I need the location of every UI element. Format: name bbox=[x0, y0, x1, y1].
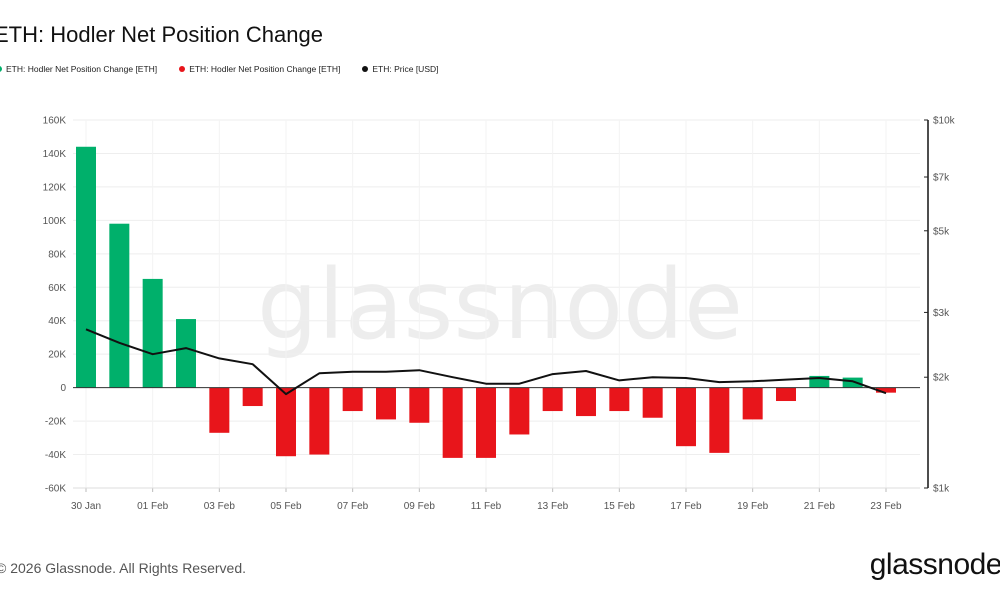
y-left-tick-label: -40K bbox=[45, 450, 66, 461]
y-left-tick-label: 160K bbox=[43, 116, 67, 127]
bar-23-feb[interactable] bbox=[876, 387, 896, 393]
bar-18-feb[interactable] bbox=[709, 387, 730, 453]
bar-19-feb[interactable] bbox=[742, 387, 763, 420]
y-left-tick-label: 80K bbox=[48, 249, 66, 260]
y-left-tick-label: 60K bbox=[48, 283, 66, 294]
bar-30-jan[interactable] bbox=[76, 146, 96, 388]
bar-02-feb[interactable] bbox=[176, 319, 196, 388]
x-tick-label: 23 Feb bbox=[870, 501, 902, 512]
chart-legend: ETH: Hodler Net Position Change [ETH] ET… bbox=[0, 64, 439, 74]
bar-10-feb[interactable] bbox=[442, 387, 463, 458]
legend-item-outflow[interactable]: ETH: Hodler Net Position Change [ETH] bbox=[179, 64, 340, 74]
y-left-tick-label: -60K bbox=[45, 484, 66, 495]
bar-01-feb[interactable] bbox=[142, 278, 163, 388]
legend-dot-icon bbox=[179, 66, 186, 72]
bar-15-feb[interactable] bbox=[609, 387, 630, 412]
y-left-tick-label: 40K bbox=[48, 316, 66, 327]
y-right-tick-label: $2k bbox=[933, 373, 950, 384]
bar-06-feb[interactable] bbox=[309, 387, 330, 455]
y-right-tick-label: $7k bbox=[933, 173, 950, 184]
x-tick-label: 07 Feb bbox=[337, 501, 369, 512]
y-right-tick-label: $5k bbox=[933, 226, 950, 237]
page-title: ETH: Hodler Net Position Change bbox=[0, 22, 323, 47]
x-tick-label: 03 Feb bbox=[204, 501, 236, 512]
bar-11-feb[interactable] bbox=[476, 387, 496, 458]
bar-31-jan[interactable] bbox=[109, 223, 130, 388]
legend-dot-icon bbox=[0, 66, 2, 72]
x-tick-label: 09 Feb bbox=[404, 501, 436, 512]
watermark: glassnode bbox=[257, 249, 743, 361]
x-tick-label: 17 Feb bbox=[670, 501, 702, 512]
y-left-tick-label: 100K bbox=[43, 216, 67, 227]
bar-04-feb[interactable] bbox=[242, 387, 263, 407]
bar-16-feb[interactable] bbox=[642, 387, 663, 418]
y-right-tick-label: $10k bbox=[933, 116, 956, 127]
y-right-tick-label: $1k bbox=[933, 484, 950, 495]
bar-14-feb[interactable] bbox=[576, 387, 596, 417]
bar-22-feb[interactable] bbox=[842, 377, 863, 388]
legend-item-inflow[interactable]: ETH: Hodler Net Position Change [ETH] bbox=[0, 64, 157, 74]
bar-03-feb[interactable] bbox=[209, 387, 230, 433]
bar-09-feb[interactable] bbox=[409, 387, 430, 423]
x-tick-label: 05 Feb bbox=[270, 501, 302, 512]
legend-label: ETH: Hodler Net Position Change [ETH] bbox=[189, 64, 341, 74]
y-left-tick-label: 20K bbox=[48, 350, 66, 361]
bar-21-feb[interactable] bbox=[809, 375, 830, 388]
bar-05-feb[interactable] bbox=[276, 387, 296, 457]
y-left-tick-label: 140K bbox=[43, 149, 67, 160]
bar-08-feb[interactable] bbox=[376, 387, 396, 420]
x-tick-label: 15 Feb bbox=[604, 501, 636, 512]
bar-series bbox=[76, 146, 896, 458]
bar-07-feb[interactable] bbox=[342, 387, 363, 412]
y-left-tick-label: 120K bbox=[43, 182, 67, 193]
price-line[interactable] bbox=[85, 328, 887, 396]
glassnode-logo[interactable]: glassnode bbox=[869, 548, 1000, 581]
x-tick-label: 13 Feb bbox=[537, 501, 569, 512]
x-tick-label: 01 Feb bbox=[137, 501, 169, 512]
bar-12-feb[interactable] bbox=[509, 387, 530, 435]
x-tick-label: 30 Jan bbox=[71, 501, 101, 512]
x-tick-label: 19 Feb bbox=[737, 501, 769, 512]
copyright-text: © 2026 Glassnode. All Rights Reserved. bbox=[0, 560, 247, 576]
bar-17-feb[interactable] bbox=[676, 387, 696, 447]
bar-20-feb[interactable] bbox=[776, 387, 796, 402]
x-tick-label: 21 Feb bbox=[804, 501, 836, 512]
legend-label: ETH: Hodler Net Position Change [ETH] bbox=[6, 64, 158, 74]
legend-label: ETH: Price [USD] bbox=[372, 64, 439, 74]
y-left-tick-label: -20K bbox=[45, 417, 66, 428]
y-right-tick-label: $3k bbox=[933, 308, 950, 319]
x-tick-label: 11 Feb bbox=[471, 501, 502, 512]
bar-13-feb[interactable] bbox=[542, 387, 563, 412]
axes bbox=[73, 119, 929, 492]
legend-item-price[interactable]: ETH: Price [USD] bbox=[362, 64, 439, 74]
y-left-tick-label: 0 bbox=[60, 383, 66, 394]
tick-labels: -60K -40K -20K 0 20K 40K 60K 80K 100K 120K 140K 160… bbox=[43, 116, 956, 513]
price-series bbox=[85, 328, 887, 396]
legend-dot-icon bbox=[362, 66, 369, 72]
